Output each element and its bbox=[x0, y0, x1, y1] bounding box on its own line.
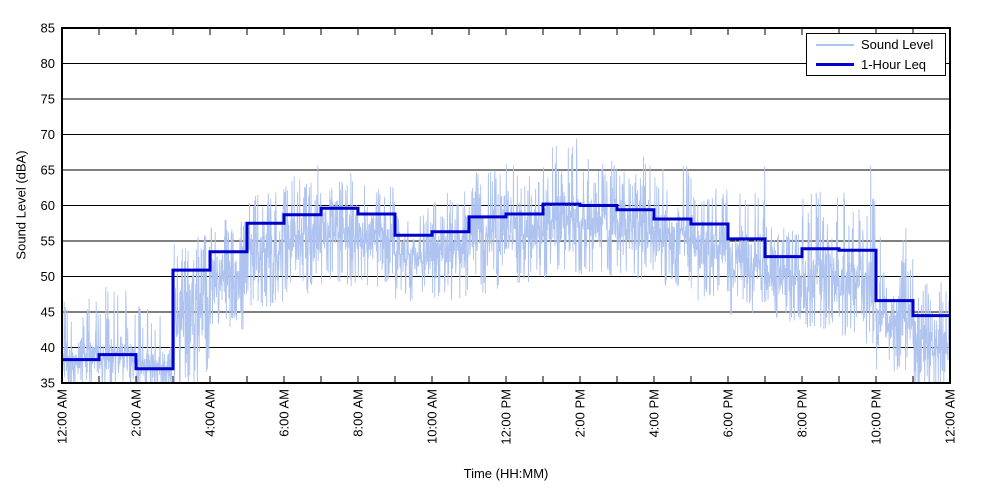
x-tick-label: 8:00 PM bbox=[795, 389, 810, 437]
leq-series bbox=[62, 202, 950, 371]
legend-label-sound-level: Sound Level bbox=[861, 37, 934, 53]
y-tick-label: 60 bbox=[41, 198, 55, 213]
x-tick-label: 4:00 AM bbox=[203, 389, 218, 437]
legend-row-sound-level: Sound Level bbox=[807, 36, 945, 54]
y-tick-label: 35 bbox=[41, 376, 55, 391]
x-tick-label: 8:00 AM bbox=[351, 389, 366, 437]
x-axis-title: Time (HH:MM) bbox=[463, 466, 549, 481]
x-tick-label: 12:00 PM bbox=[499, 389, 514, 445]
leq-line-sample bbox=[816, 62, 854, 66]
x-tick-label: 12:00 AM bbox=[55, 389, 70, 444]
y-tick-label: 50 bbox=[41, 269, 55, 284]
y-tick-label: 45 bbox=[41, 305, 55, 320]
x-tick-label: 4:00 PM bbox=[647, 389, 662, 437]
sound-level-line-sample bbox=[816, 43, 854, 46]
y-tick-label: 75 bbox=[41, 92, 55, 107]
y-tick-label: 70 bbox=[41, 127, 55, 142]
y-tick-label: 80 bbox=[41, 56, 55, 71]
x-tick-label: 2:00 AM bbox=[129, 389, 144, 437]
y-tick-label: 40 bbox=[41, 340, 55, 355]
y-tick-label: 85 bbox=[41, 21, 55, 36]
y-axis-title: Sound Level (dBA) bbox=[13, 150, 29, 260]
y-tick-label: 65 bbox=[41, 163, 55, 178]
sound-level-series bbox=[61, 138, 951, 384]
y-tick-label: 55 bbox=[41, 234, 55, 249]
legend-row-leq: 1-Hour Leq bbox=[807, 55, 945, 73]
x-tick-label: 6:00 AM bbox=[277, 389, 292, 437]
x-tick-label: 10:00 AM bbox=[425, 389, 440, 444]
x-tick-label: 2:00 PM bbox=[573, 389, 588, 437]
legend-label-leq: 1-Hour Leq bbox=[861, 56, 927, 72]
x-tick-label: 12:00 AM bbox=[943, 389, 958, 444]
x-tick-label: 10:00 PM bbox=[869, 389, 884, 445]
legend: Sound Level 1-Hour Leq bbox=[806, 33, 946, 76]
x-tick-label: 6:00 PM bbox=[721, 389, 736, 437]
